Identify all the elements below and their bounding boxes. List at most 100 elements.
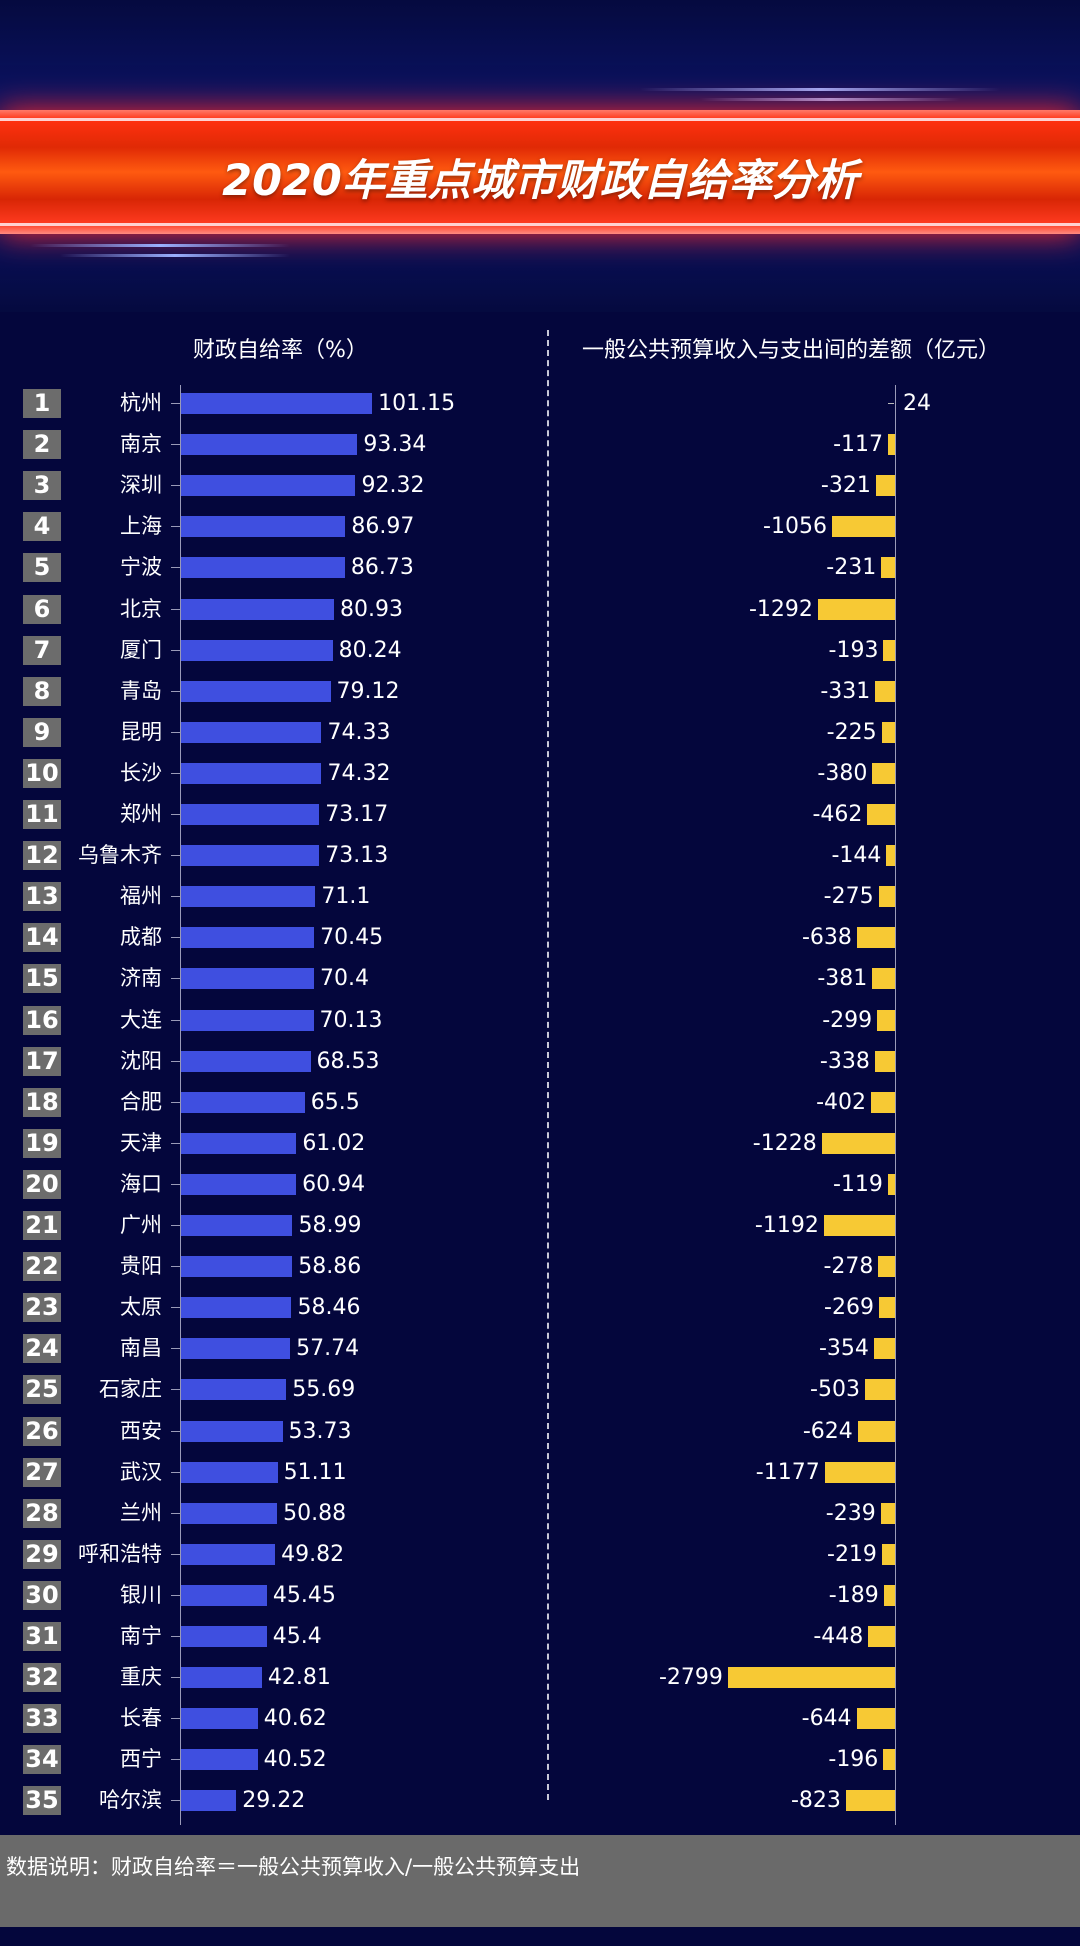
table-row: 11 郑州 73.17 -462 (0, 794, 1080, 835)
self-sufficiency-bar (181, 1667, 262, 1689)
city-label: 北京 (120, 596, 162, 621)
self-sufficiency-value: 86.97 (351, 514, 415, 540)
budget-gap-bar (881, 721, 895, 743)
budget-gap-bar (878, 1256, 895, 1278)
left-axis (180, 385, 181, 1825)
rank-badge: 9 (23, 717, 61, 747)
self-sufficiency-value: 49.82 (281, 1541, 345, 1567)
self-sufficiency-bar (181, 804, 320, 825)
city-label: 青岛 (120, 678, 162, 703)
self-sufficiency-value: 61.02 (302, 1130, 366, 1156)
self-sufficiency-bar (181, 516, 346, 538)
budget-gap-value: -278 (823, 1254, 874, 1280)
self-sufficiency-bar (181, 475, 356, 497)
city-label: 兰州 (120, 1500, 162, 1525)
axis-tick (171, 1430, 180, 1432)
budget-gap-bar (880, 1502, 895, 1524)
axis-tick (171, 1677, 180, 1679)
self-sufficiency-value: 42.81 (267, 1665, 331, 1691)
budget-gap-bar (886, 845, 895, 867)
rank-badge: 25 (23, 1375, 61, 1405)
budget-gap-bar (871, 1091, 895, 1113)
budget-gap-value: -338 (819, 1048, 870, 1074)
table-row: 27 武汉 51.11 -1177 (0, 1452, 1080, 1493)
rank-badge: 19 (23, 1128, 61, 1158)
budget-gap-bar (821, 1132, 895, 1154)
table-row: 6 北京 80.93 -1292 (0, 589, 1080, 630)
axis-tick (171, 1183, 180, 1185)
footer-note: 数据说明：财政自给率＝一般公共预算收入/一般公共预算支出 (6, 1855, 581, 1879)
rank-badge: 31 (23, 1622, 61, 1651)
table-row: 12 乌鲁木齐 73.13 -144 (0, 835, 1080, 876)
city-label: 上海 (120, 514, 162, 539)
table-row: 33 长春 40.62 -644 (0, 1698, 1080, 1739)
budget-gap-value: -275 (823, 884, 874, 910)
self-sufficiency-bar (181, 1297, 292, 1319)
budget-gap-value: -462 (812, 802, 863, 827)
city-label: 成都 (120, 925, 162, 950)
budget-gap-bar (817, 598, 895, 620)
self-sufficiency-bar (181, 598, 334, 620)
rank-badge: 5 (23, 553, 61, 583)
axis-tick (171, 731, 180, 733)
table-row: 30 银川 45.45 -189 (0, 1575, 1080, 1616)
budget-gap-bar (857, 1420, 895, 1442)
rank-badge: 21 (23, 1211, 61, 1240)
self-sufficiency-bar (181, 1502, 278, 1524)
table-row: 18 合肥 65.5 -402 (0, 1082, 1080, 1123)
self-sufficiency-value: 86.73 (350, 555, 414, 581)
title-banner (0, 0, 1080, 312)
dashed-divider (547, 330, 549, 1800)
self-sufficiency-bar (181, 1749, 258, 1771)
self-sufficiency-value: 79.12 (336, 678, 400, 704)
axis-tick (171, 814, 180, 815)
budget-gap-bar (868, 1626, 895, 1647)
table-row: 21 广州 58.99 -1192 (0, 1205, 1080, 1246)
self-sufficiency-bar (181, 1338, 291, 1360)
axis-tick (171, 1759, 180, 1761)
self-sufficiency-value: 50.88 (283, 1500, 347, 1526)
budget-gap-value: -239 (825, 1500, 876, 1526)
rank-badge: 15 (23, 964, 61, 994)
axis-tick (171, 690, 180, 692)
table-row: 9 昆明 74.33 -225 (0, 712, 1080, 753)
city-label: 石家庄 (99, 1377, 162, 1402)
table-row: 17 沈阳 68.53 -338 (0, 1041, 1080, 1082)
city-label: 南京 (120, 432, 162, 457)
axis-tick (171, 1553, 180, 1555)
city-label: 哈尔滨 (99, 1788, 162, 1813)
axis-tick (171, 1718, 180, 1720)
table-row: 10 长沙 74.32 -380 (0, 753, 1080, 794)
rank-badge: 12 (23, 841, 61, 871)
self-sufficiency-bar (181, 968, 315, 990)
table-row: 24 南昌 57.74 -354 (0, 1328, 1080, 1369)
self-sufficiency-bar (181, 393, 373, 414)
table-row: 29 呼和浩特 49.82 -219 (0, 1534, 1080, 1575)
budget-gap-bar (872, 968, 895, 990)
self-sufficiency-bar (181, 680, 331, 702)
budget-gap-value: -823 (790, 1788, 841, 1814)
budget-gap-bar (727, 1667, 895, 1689)
self-sufficiency-bar (181, 1790, 237, 1812)
city-label: 杭州 (120, 391, 162, 415)
city-label: 郑州 (120, 802, 162, 826)
budget-gap-bar (856, 1708, 895, 1730)
budget-gap-value: -1292 (748, 596, 813, 622)
table-row: 19 天津 61.02 -1228 (0, 1123, 1080, 1164)
budget-gap-value: 24 (903, 391, 931, 416)
axis-tick (171, 1142, 180, 1144)
budget-gap-value: -638 (801, 925, 852, 951)
budget-gap-value: -189 (828, 1582, 879, 1608)
table-row: 35 哈尔滨 29.22 -823 (0, 1780, 1080, 1821)
city-label: 太原 (120, 1295, 162, 1320)
city-label: 海口 (120, 1171, 162, 1196)
budget-gap-bar (845, 1790, 895, 1812)
budget-gap-bar (881, 557, 895, 579)
city-label: 长春 (120, 1706, 162, 1731)
city-label: 沈阳 (120, 1048, 162, 1073)
axis-tick (171, 1019, 180, 1021)
right-chart-title: 一般公共预算收入与支出间的差额（亿元） (582, 338, 1001, 363)
table-row: 31 南宁 45.4 -448 (0, 1616, 1080, 1657)
axis-tick (171, 485, 180, 487)
self-sufficiency-value: 51.11 (283, 1459, 347, 1485)
